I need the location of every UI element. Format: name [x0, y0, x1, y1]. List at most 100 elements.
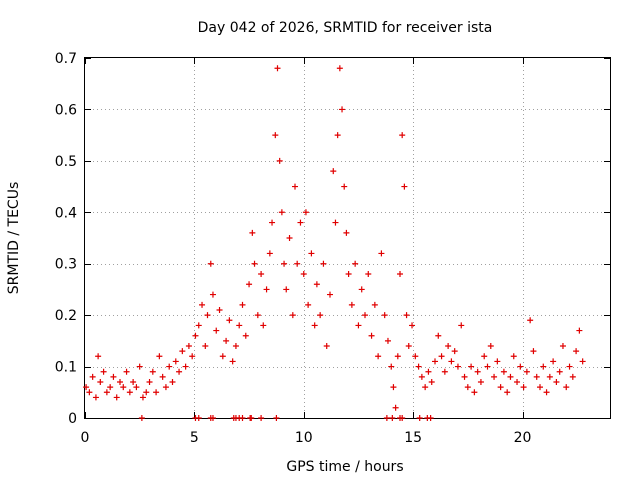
data-point	[461, 373, 468, 380]
data-point	[481, 353, 488, 360]
data-point	[343, 229, 350, 236]
data-point	[355, 322, 362, 329]
data-point	[543, 389, 550, 396]
data-point	[83, 384, 90, 391]
data-point	[273, 415, 280, 421]
data-point	[232, 343, 239, 349]
data-point	[412, 353, 419, 360]
data-point	[540, 363, 547, 370]
x-tick-label: 5	[190, 430, 199, 446]
data-point	[365, 271, 372, 277]
data-point	[576, 327, 583, 334]
data-point	[477, 379, 484, 385]
chart-title: Day 042 of 2026, SRMTID for receiver ist…	[198, 20, 493, 36]
data-point	[517, 363, 524, 370]
data-point	[192, 332, 199, 339]
data-point	[484, 363, 491, 370]
data-point	[399, 132, 406, 139]
data-point	[103, 389, 110, 396]
data-point	[289, 312, 296, 319]
data-point	[348, 301, 355, 308]
data-point	[260, 322, 267, 329]
data-point	[427, 415, 434, 421]
data-point	[182, 363, 189, 370]
data-point	[266, 250, 273, 257]
data-point	[92, 394, 99, 401]
y-tick-label: 0.5	[55, 154, 77, 170]
data-point	[352, 260, 359, 267]
data-point	[330, 168, 337, 175]
data-point	[422, 384, 429, 391]
data-point	[416, 415, 423, 421]
data-point	[159, 373, 166, 380]
data-point	[195, 322, 202, 329]
data-point	[399, 415, 406, 421]
data-point	[336, 65, 343, 72]
data-point	[384, 337, 391, 344]
data-point	[202, 343, 209, 349]
data-point	[339, 106, 346, 113]
data-point	[458, 322, 465, 329]
data-point	[432, 358, 438, 365]
data-point	[195, 415, 202, 421]
data-point	[136, 363, 143, 370]
data-point	[207, 260, 214, 267]
data-point	[89, 373, 96, 380]
data-point	[226, 317, 233, 324]
data-point	[409, 322, 416, 329]
data-point	[292, 183, 298, 190]
data-point	[189, 353, 196, 360]
data-point	[438, 353, 445, 360]
data-point	[117, 379, 123, 385]
data-point	[332, 219, 339, 226]
data-point	[248, 415, 255, 421]
data-point	[204, 312, 211, 319]
data-point	[110, 373, 117, 380]
data-point	[302, 209, 309, 216]
data-point	[308, 250, 315, 257]
data-point	[487, 343, 494, 349]
data-point	[389, 415, 396, 421]
data-point	[569, 373, 576, 380]
data-point	[143, 389, 150, 396]
data-point	[345, 271, 352, 277]
data-point	[219, 353, 226, 360]
data-point	[474, 368, 481, 375]
data-point	[471, 389, 478, 396]
data-point	[334, 132, 341, 139]
x-tick-label: 10	[295, 430, 313, 446]
data-point	[276, 157, 283, 164]
data-point	[172, 358, 179, 365]
data-point	[553, 379, 560, 385]
data-point	[418, 373, 425, 380]
data-point	[258, 271, 265, 277]
data-point	[530, 348, 537, 355]
data-point	[236, 322, 243, 329]
data-point	[294, 260, 301, 267]
data-point	[435, 332, 442, 339]
data-point	[113, 394, 120, 401]
y-axis-label: SRMTID / TECUs	[6, 182, 22, 295]
data-point	[573, 348, 580, 355]
data-point	[162, 384, 169, 391]
data-point	[223, 337, 230, 344]
plot-frame	[84, 57, 611, 419]
data-point	[95, 353, 102, 360]
data-point	[448, 358, 455, 365]
data-point	[323, 343, 330, 349]
data-point	[317, 312, 324, 319]
data-point	[286, 235, 293, 241]
data-point	[246, 281, 253, 288]
data-point	[510, 353, 517, 360]
data-point	[229, 358, 236, 365]
data-point	[441, 368, 448, 375]
data-point	[126, 389, 133, 396]
data-point	[403, 312, 410, 319]
data-point	[258, 415, 265, 421]
data-point	[249, 229, 256, 236]
data-point	[239, 415, 246, 421]
data-point	[537, 384, 543, 391]
data-point	[491, 373, 498, 380]
x-tick-label: 20	[514, 430, 532, 446]
data-point	[514, 379, 521, 385]
